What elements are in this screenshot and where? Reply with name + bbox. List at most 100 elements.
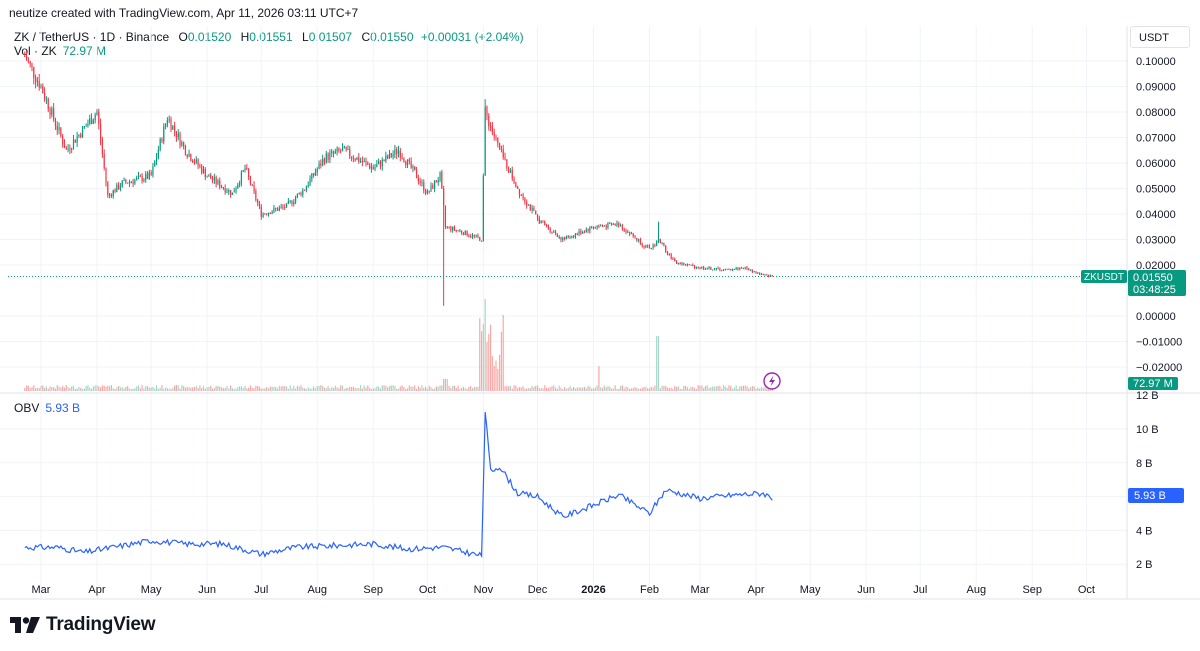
candle-body bbox=[757, 272, 759, 274]
candle-body bbox=[450, 226, 452, 231]
currency-selector[interactable]: USDT bbox=[1130, 26, 1190, 48]
candle-body bbox=[452, 226, 454, 231]
lightning-icon[interactable] bbox=[763, 372, 781, 390]
volume-bar bbox=[119, 387, 122, 391]
candle-body bbox=[737, 267, 739, 270]
obv-axis-labels[interactable]: 12 B 10 B 8 B 6 B 4 B 2 B bbox=[1136, 390, 1159, 571]
volume-bar bbox=[121, 387, 123, 391]
volume-bar bbox=[499, 354, 501, 391]
symbol-title[interactable]: ZK / TetherUS · 1D · Binance bbox=[14, 30, 170, 44]
time-tick-label: Sep bbox=[363, 584, 383, 596]
candle-body bbox=[753, 271, 755, 273]
volume-bar bbox=[302, 387, 304, 391]
volume-bar bbox=[712, 386, 714, 391]
candle-body bbox=[766, 274, 768, 276]
candle-body bbox=[177, 133, 179, 138]
volume-bar bbox=[304, 388, 306, 391]
candle-body bbox=[316, 168, 318, 173]
candle-body bbox=[748, 268, 750, 271]
volume-bar bbox=[260, 388, 262, 391]
volume-bar bbox=[385, 385, 387, 391]
volume-bar bbox=[560, 387, 562, 391]
volume-bar bbox=[565, 388, 568, 391]
time-tick-label: Jul bbox=[913, 584, 927, 596]
volume-label[interactable]: Vol · ZK bbox=[14, 44, 57, 58]
candle-body bbox=[518, 189, 521, 195]
volume-bar bbox=[768, 388, 770, 391]
candle-body bbox=[589, 226, 591, 232]
candle-body bbox=[522, 195, 524, 199]
volume-bar bbox=[257, 385, 259, 391]
candle-body bbox=[540, 220, 542, 224]
volume-bar bbox=[361, 388, 363, 391]
candle-body bbox=[618, 223, 620, 227]
candle-body bbox=[376, 164, 378, 168]
volume-bar bbox=[62, 386, 64, 391]
volume-bar bbox=[67, 387, 69, 391]
volume-bar bbox=[423, 388, 425, 391]
volume-bar bbox=[363, 385, 365, 391]
volume-bar bbox=[441, 385, 443, 391]
candle-body bbox=[699, 267, 701, 269]
candle-body bbox=[414, 166, 416, 171]
symbol-legend: ZK / TetherUS · 1D · Binance O0.01520 H0… bbox=[14, 30, 524, 44]
candle-body bbox=[175, 131, 178, 138]
candle-body bbox=[71, 148, 73, 150]
candle-body bbox=[562, 237, 564, 240]
volume-bar bbox=[708, 387, 710, 391]
volume-bar bbox=[305, 388, 308, 391]
candle-body bbox=[127, 182, 129, 184]
volume-bar bbox=[399, 386, 401, 391]
volume-bar bbox=[452, 385, 454, 391]
volume-bar bbox=[610, 388, 613, 391]
volume-bar bbox=[168, 388, 170, 391]
candle-body bbox=[746, 267, 748, 269]
volume-bar bbox=[744, 385, 746, 391]
tradingview-logo[interactable]: TradingView bbox=[10, 614, 156, 636]
price-axis-labels[interactable]: 0.10000 0.09000 0.08000 0.07000 0.06000 0.050… bbox=[1136, 56, 1182, 374]
volume-bar bbox=[506, 385, 508, 391]
time-tick-label: Jun bbox=[857, 584, 875, 596]
candle-body bbox=[226, 191, 228, 193]
candle-body bbox=[470, 236, 472, 238]
volume-bar bbox=[444, 379, 447, 391]
candle-body bbox=[594, 227, 596, 229]
volume-bar bbox=[748, 388, 750, 391]
volume-bar bbox=[74, 388, 76, 391]
candle-body bbox=[334, 151, 336, 154]
volume-bar bbox=[255, 385, 257, 391]
candle-body bbox=[320, 163, 322, 166]
volume-bar bbox=[105, 386, 107, 391]
candle-body bbox=[287, 201, 289, 204]
candle-body bbox=[112, 190, 114, 197]
candle-body bbox=[488, 115, 490, 127]
candle-body bbox=[632, 233, 634, 237]
candle-body bbox=[576, 233, 578, 235]
candle-body bbox=[101, 140, 103, 155]
candle-body bbox=[307, 185, 309, 187]
candle-body bbox=[399, 150, 401, 158]
volume-bar bbox=[435, 386, 438, 391]
candle-body bbox=[551, 231, 553, 233]
candle-body bbox=[163, 126, 165, 142]
candle-body bbox=[72, 139, 75, 149]
candle-body bbox=[517, 187, 519, 190]
candle-body bbox=[600, 225, 602, 227]
bar-countdown: 03:48:25 bbox=[1133, 284, 1176, 296]
volume-bar bbox=[636, 388, 638, 391]
volume-bar bbox=[683, 385, 685, 391]
candle-body bbox=[271, 211, 273, 214]
ticker-badge-text: ZKUSDT bbox=[1084, 272, 1124, 283]
candle-body bbox=[502, 149, 504, 158]
volume-bar bbox=[152, 386, 154, 391]
candlesticks bbox=[24, 51, 773, 306]
obv-label[interactable]: OBV bbox=[14, 401, 40, 415]
volume-bar bbox=[314, 388, 317, 391]
time-axis-labels[interactable]: Mar Apr May Jun Jul Aug Sep Oct Nov Dec 2026 Feb Mar… bbox=[32, 584, 1095, 596]
candle-body bbox=[410, 161, 412, 168]
candle-body bbox=[596, 226, 598, 228]
candle-body bbox=[136, 177, 138, 180]
candle-body bbox=[145, 173, 147, 180]
candle-body bbox=[340, 150, 342, 152]
